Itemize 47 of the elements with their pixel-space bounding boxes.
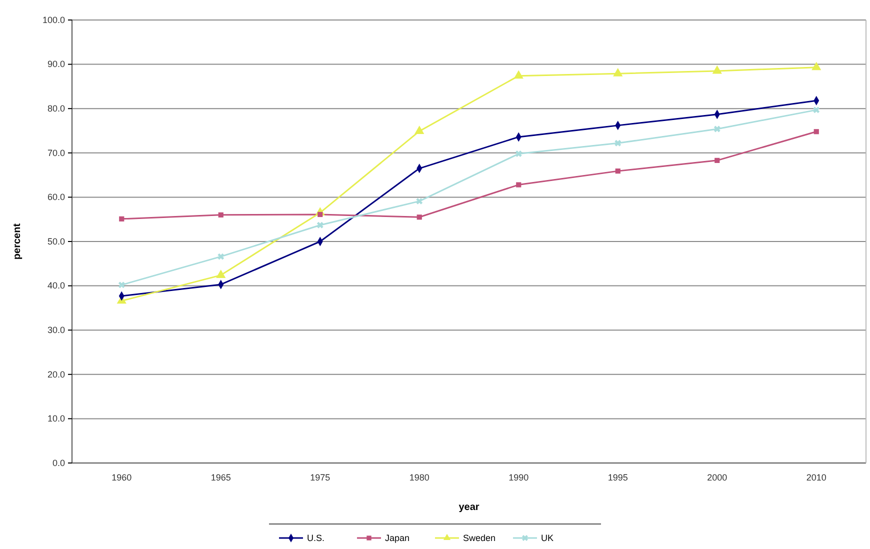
point (216, 270, 226, 278)
x-axis-title: year (458, 502, 480, 513)
point (613, 68, 623, 76)
legend-label: Sweden (463, 533, 496, 543)
point (615, 168, 620, 174)
point (218, 253, 224, 260)
point (812, 62, 822, 70)
point (416, 214, 422, 220)
point (712, 65, 722, 74)
x-tick-label: 1980 (409, 472, 430, 482)
x-tick-label: 1960 (112, 472, 132, 482)
point (515, 150, 522, 158)
point (813, 106, 820, 114)
y-tick-label: 0.0 (52, 458, 65, 468)
y-axis-title: percent (12, 222, 23, 260)
x-tick-label: 1975 (310, 472, 330, 482)
point (318, 212, 323, 218)
point (514, 70, 524, 79)
x-tick-label: 1990 (508, 472, 529, 482)
point (614, 140, 622, 146)
y-tick-label: 80.0 (47, 103, 65, 114)
legend-label: U.S. (307, 533, 325, 543)
legend-label: UK (541, 533, 554, 543)
y-tick-label: 30.0 (47, 324, 65, 335)
x-tick-label: 1995 (608, 472, 628, 482)
point (118, 282, 125, 288)
point (414, 126, 424, 134)
point (316, 222, 324, 228)
point (218, 212, 224, 218)
y-tick-label: 60.0 (47, 192, 65, 202)
point (814, 129, 819, 134)
point (516, 182, 522, 188)
point (714, 158, 720, 163)
y-tick-label: 90.0 (47, 59, 65, 70)
y-tick-label: 100.0 (42, 14, 65, 25)
point (416, 198, 423, 204)
y-tick-label: 70.0 (47, 148, 65, 158)
y-tick-label: 10.0 (47, 414, 65, 424)
x-tick-label: 2010 (806, 472, 826, 482)
y-tick-label: 20.0 (47, 369, 65, 380)
x-tick-label: 2000 (707, 472, 728, 482)
y-tick-label: 40.0 (47, 280, 65, 291)
y-tick-label: 50.0 (47, 236, 65, 246)
point (714, 126, 720, 132)
x-tick-label: 1965 (210, 472, 231, 482)
legend-label: Japan (385, 533, 410, 543)
point (119, 216, 124, 222)
